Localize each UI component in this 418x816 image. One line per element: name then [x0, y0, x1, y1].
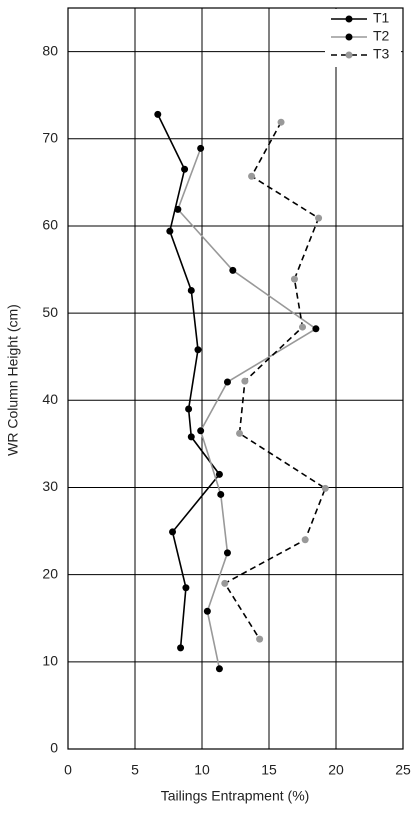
data-point [217, 490, 225, 498]
y-tick-label: 10 [42, 653, 58, 669]
legend-label: T3 [373, 46, 390, 62]
x-tick-label: 10 [194, 762, 210, 778]
data-point [256, 635, 264, 643]
data-point [197, 427, 205, 435]
x-tick-label: 0 [64, 762, 72, 778]
data-point [197, 144, 205, 152]
legend-marker [345, 51, 353, 59]
data-point [321, 484, 329, 492]
data-point [181, 165, 189, 173]
legend-label: T2 [373, 28, 390, 44]
data-point [221, 579, 229, 587]
data-point [203, 607, 211, 615]
plot-area [67, 7, 404, 750]
y-axis-label: WR Column Height (cm) [5, 304, 21, 456]
data-point [185, 405, 193, 413]
legend-label: T1 [373, 10, 390, 26]
data-point [312, 325, 320, 333]
legend-marker [345, 33, 353, 41]
legend-box [325, 9, 401, 67]
y-tick-label: 40 [42, 391, 58, 407]
data-point [174, 205, 182, 213]
data-point [241, 377, 249, 385]
x-tick-label: 15 [261, 762, 277, 778]
data-point [215, 470, 223, 478]
data-point [154, 110, 162, 118]
data-point [223, 549, 231, 557]
data-point [182, 584, 190, 592]
data-point [223, 378, 231, 386]
data-point [299, 323, 306, 331]
data-point [248, 172, 256, 180]
x-tick-label: 20 [328, 762, 344, 778]
data-point [290, 275, 298, 283]
data-point [187, 433, 195, 441]
data-point [194, 346, 202, 354]
y-tick-label: 70 [42, 129, 58, 145]
data-point [301, 536, 309, 544]
y-tick-label: 30 [42, 478, 58, 494]
data-point [229, 266, 237, 274]
x-tick-label: 5 [131, 762, 139, 778]
data-point [169, 528, 177, 536]
y-tick-label: 80 [42, 42, 58, 58]
data-point [236, 429, 244, 437]
series-line [176, 148, 318, 669]
y-tick-label: 20 [42, 565, 58, 581]
y-tick-label: 0 [50, 740, 58, 756]
x-axis-label: Tailings Entrapment (%) [161, 788, 310, 804]
y-tick-label: 60 [42, 217, 58, 233]
y-tick-label: 50 [42, 304, 58, 320]
x-tick-label: 25 [395, 762, 411, 778]
data-point [177, 644, 185, 652]
data-point [215, 665, 223, 673]
data-point [187, 286, 195, 294]
data-point [166, 227, 174, 235]
data-point [277, 118, 285, 126]
data-point [315, 214, 323, 222]
legend-marker [345, 15, 353, 23]
